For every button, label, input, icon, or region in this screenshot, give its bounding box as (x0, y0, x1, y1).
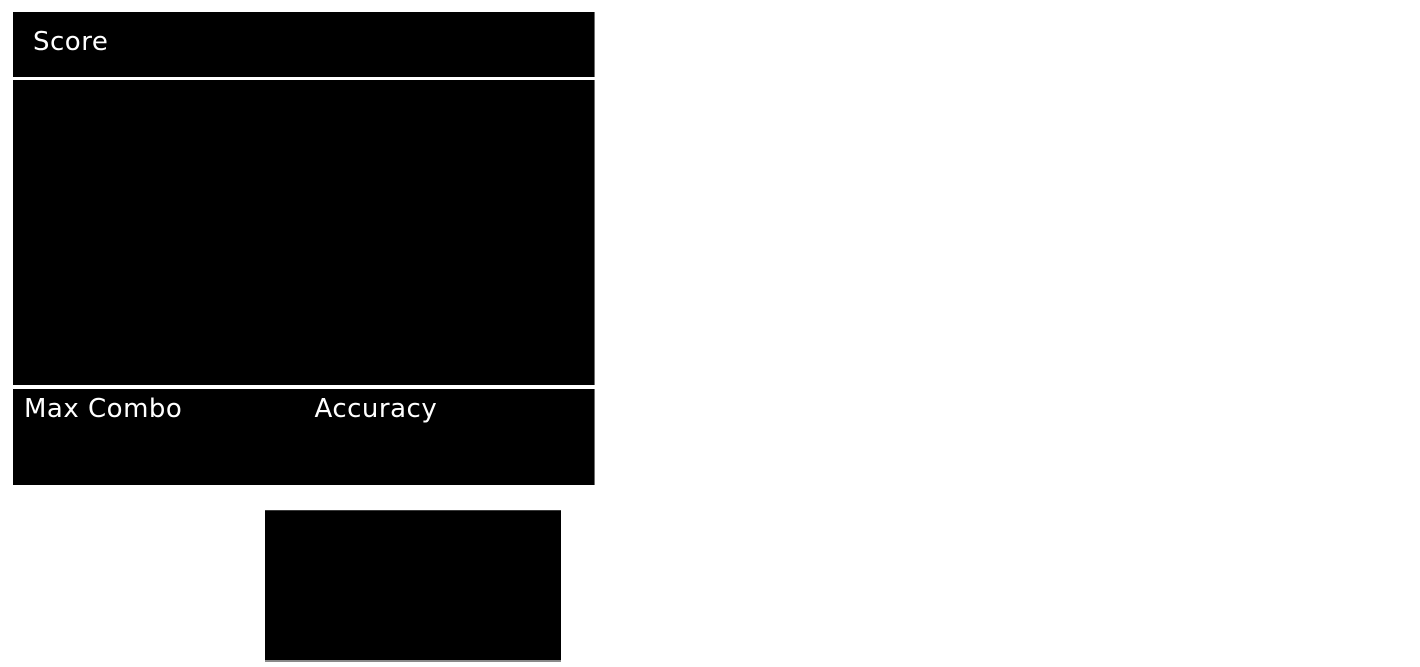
score-label: Score (33, 27, 109, 57)
score-header-bar: Score (13, 12, 595, 77)
max-combo-label: Max Combo (24, 394, 183, 424)
stat-accuracy: Accuracy (304, 389, 595, 485)
results-panel: Score Max Combo Accuracy (13, 12, 595, 485)
graph-box (265, 510, 561, 662)
stats-bar: Max Combo Accuracy (13, 389, 595, 485)
stat-max-combo: Max Combo (13, 389, 304, 485)
accuracy-label: Accuracy (314, 394, 438, 424)
hit-details-panel (13, 80, 595, 385)
